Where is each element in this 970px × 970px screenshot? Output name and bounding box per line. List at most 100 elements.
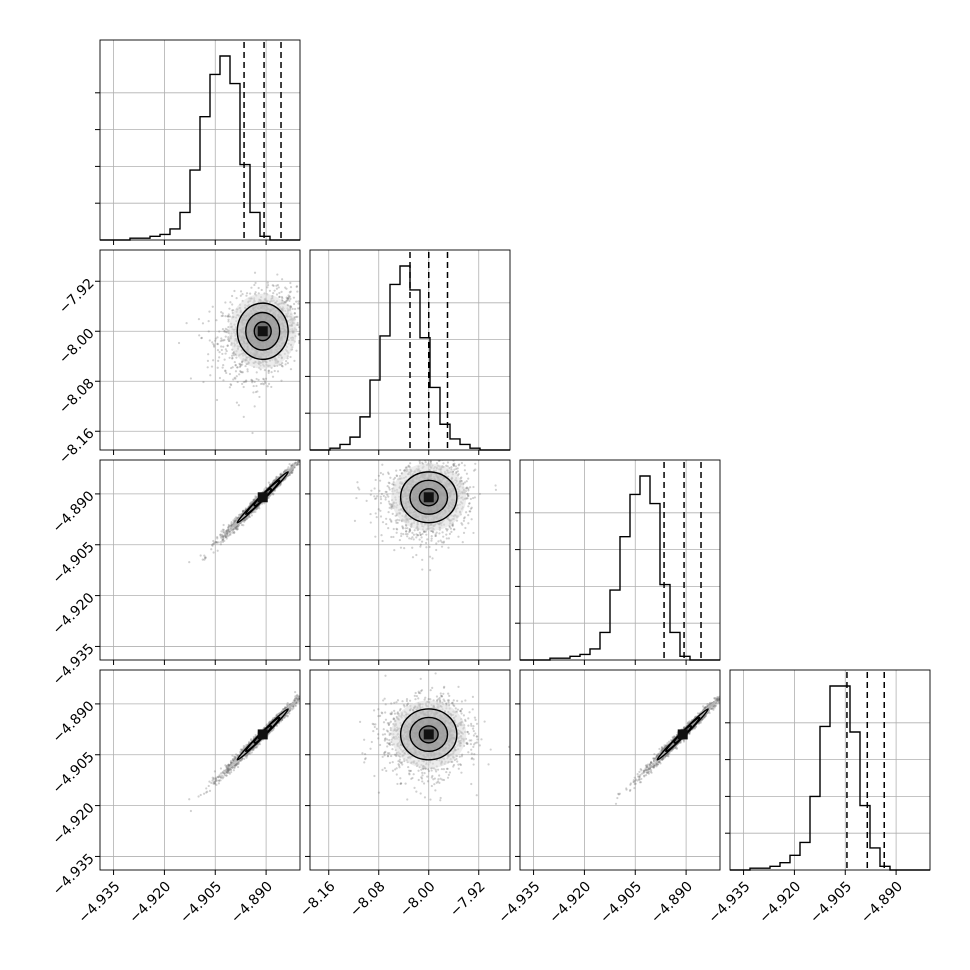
- sample-point: [284, 300, 287, 304]
- sample-point: [188, 561, 191, 564]
- sample-point: [201, 558, 204, 561]
- sample-point: [242, 415, 245, 418]
- sample-point: [224, 535, 227, 539]
- sample-point: [212, 542, 216, 545]
- sample-point: [253, 497, 257, 500]
- sample-point: [241, 510, 245, 514]
- sample-point: [242, 510, 245, 513]
- sample-point: [365, 499, 368, 502]
- sample-point: [271, 375, 275, 378]
- sample-point: [245, 294, 248, 297]
- sample-point: [252, 384, 255, 388]
- sample-point: [220, 314, 223, 318]
- sample-point: [231, 309, 234, 312]
- sample-point: [296, 323, 300, 327]
- sample-point: [412, 538, 415, 541]
- sample-point: [289, 290, 292, 293]
- sample-point: [440, 545, 444, 548]
- sample-point: [267, 496, 270, 499]
- sample-point: [214, 541, 218, 544]
- sample-point: [231, 352, 234, 355]
- sample-point: [295, 315, 298, 318]
- histogram-b: [305, 249, 511, 455]
- sample-point: [289, 286, 293, 289]
- sample-point: [289, 355, 292, 359]
- sample-point: [244, 507, 247, 510]
- panel-frame: [519, 459, 721, 661]
- sample-point: [275, 476, 278, 479]
- sample-point: [263, 369, 266, 372]
- sample-point: [197, 317, 201, 321]
- sample-point: [449, 527, 453, 530]
- sample-point: [230, 354, 234, 357]
- sample-point: [221, 314, 224, 317]
- sample-point: [227, 318, 230, 321]
- sample-point: [210, 548, 213, 551]
- sample-point: [445, 529, 449, 532]
- sample-point: [220, 311, 223, 314]
- sample-point: [249, 501, 252, 504]
- sample-point: [203, 558, 206, 561]
- sample-point: [210, 543, 214, 546]
- sample-point: [211, 544, 214, 547]
- sample-point: [396, 451, 398, 453]
- sample-point: [431, 557, 434, 560]
- histogram-a: [95, 39, 301, 245]
- sample-point: [467, 513, 470, 517]
- sample-point: [280, 472, 283, 475]
- sample-point: [242, 524, 245, 527]
- sample-point: [494, 484, 497, 487]
- sample-point: [237, 513, 241, 517]
- sample-point: [248, 515, 251, 519]
- sample-point: [216, 536, 219, 539]
- sample-point: [312, 445, 314, 447]
- sample-point: [284, 286, 287, 289]
- sample-point: [302, 456, 304, 458]
- panel-frame: [99, 459, 301, 661]
- sample-point: [241, 371, 244, 374]
- sample-point: [297, 302, 300, 305]
- sample-point: [267, 481, 271, 484]
- sample-point: [302, 456, 304, 458]
- sample-point: [390, 505, 393, 508]
- sample-point: [224, 348, 227, 351]
- sample-point: [452, 464, 456, 467]
- sample-point: [219, 535, 222, 538]
- sample-point: [225, 534, 229, 537]
- sample-point: [399, 546, 403, 549]
- sample-point: [278, 291, 281, 295]
- sample-point: [219, 543, 222, 546]
- sample-point: [244, 518, 247, 522]
- sample-point: [221, 352, 224, 356]
- sample-point: [384, 490, 387, 493]
- sample-point: [213, 344, 216, 347]
- sample-point: [253, 283, 256, 287]
- sample-point: [213, 345, 216, 348]
- sample-point: [302, 354, 304, 356]
- sample-point: [214, 339, 217, 342]
- histogram-c: [515, 459, 721, 665]
- sample-point: [291, 471, 294, 474]
- sample-point: [478, 492, 482, 496]
- sample-point: [263, 488, 266, 491]
- sample-point: [229, 315, 232, 318]
- sample-point: [281, 296, 284, 300]
- sample-point: [254, 495, 257, 498]
- sample-point: [386, 493, 389, 496]
- sample-point: [223, 329, 226, 332]
- sample-point: [465, 486, 468, 489]
- sample-point: [228, 372, 232, 376]
- sample-point: [445, 533, 448, 536]
- sample-point: [227, 526, 230, 529]
- sample-point: [253, 380, 256, 383]
- sample-point: [395, 531, 398, 534]
- sample-point: [358, 488, 361, 491]
- sample-point: [228, 525, 231, 528]
- sample-point: [447, 537, 451, 540]
- sample-point: [231, 357, 234, 360]
- sample-point: [402, 447, 404, 449]
- sample-point: [224, 536, 227, 539]
- sample-point: [275, 293, 279, 296]
- sample-point: [224, 335, 227, 338]
- sample-point: [232, 531, 235, 535]
